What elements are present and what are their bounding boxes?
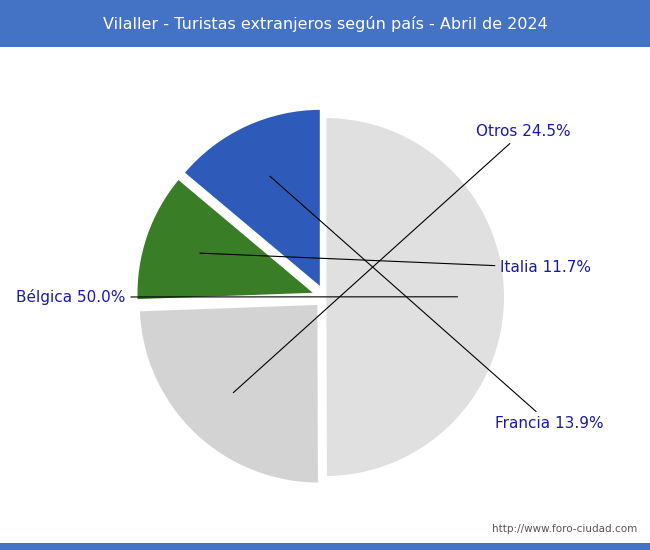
Text: Vilaller - Turistas extranjeros según país - Abril de 2024: Vilaller - Turistas extranjeros según pa… [103, 15, 547, 32]
Text: Otros 24.5%: Otros 24.5% [233, 124, 571, 393]
Wedge shape [136, 178, 317, 301]
Wedge shape [183, 108, 321, 289]
Text: http://www.foro-ciudad.com: http://www.foro-ciudad.com [492, 524, 637, 534]
Text: Francia 13.9%: Francia 13.9% [270, 176, 604, 431]
Text: Italia 11.7%: Italia 11.7% [200, 253, 592, 276]
Wedge shape [138, 304, 319, 484]
Wedge shape [325, 117, 506, 477]
Text: Bélgica 50.0%: Bélgica 50.0% [16, 289, 458, 305]
